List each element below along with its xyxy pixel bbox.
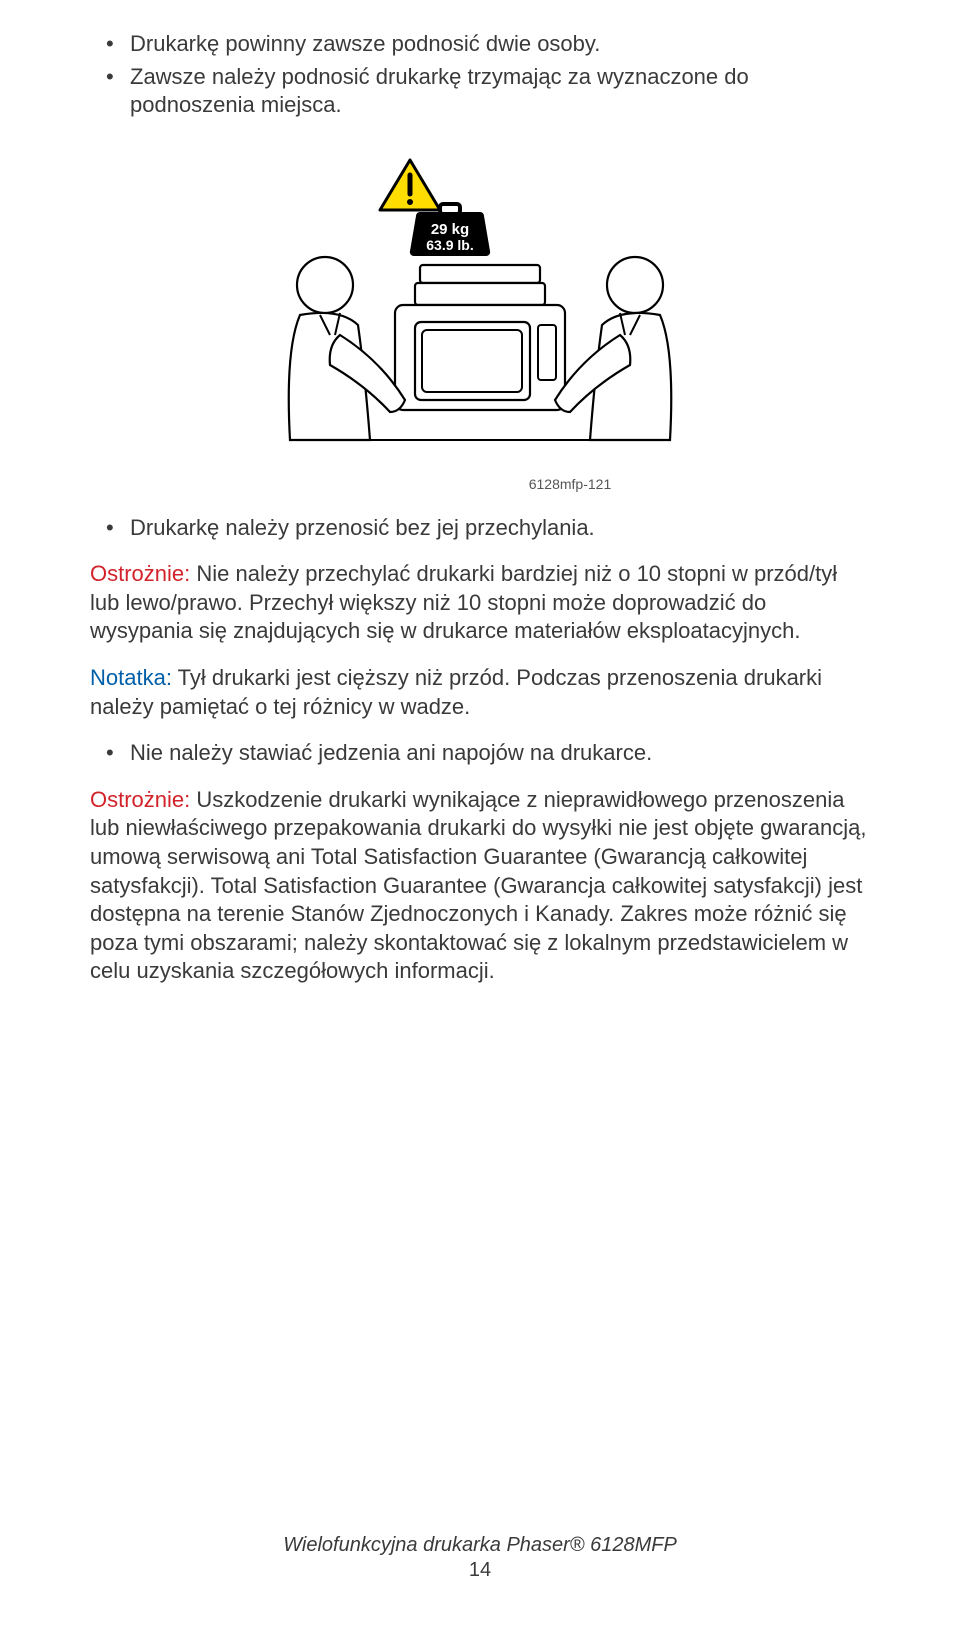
illustration-container: 29 kg 63.9 lb. [90,150,870,494]
caution-label: Ostrożnie: [90,561,190,586]
mid-bullet-list: Drukarkę należy przenosić bez jej przech… [90,514,870,543]
bullet-text: Zawsze należy podnosić drukarkę trzymają… [130,64,749,118]
person-left-icon [289,257,405,440]
two-person-lift-illustration: 29 kg 63.9 lb. [270,150,690,460]
page-number: 14 [0,1559,960,1582]
note-paragraph: Notatka: Tył drukarki jest cięższy niż p… [90,664,870,721]
warning-triangle-icon [380,160,440,210]
svg-text:63.9 lb.: 63.9 lb. [426,237,473,253]
svg-text:29 kg: 29 kg [431,221,469,238]
caution-label: Ostrożnie: [90,787,190,812]
bullet-text: Nie należy stawiać jedzenia ani napojów … [130,740,652,765]
person-right-icon [555,257,671,440]
bullet-item: Drukarkę powinny zawsze podnosić dwie os… [130,30,870,59]
caution-paragraph-1: Ostrożnie: Nie należy przechylać drukark… [90,560,870,646]
page-content: Drukarkę powinny zawsze podnosić dwie os… [90,30,870,986]
page-footer: Wielofunkcyjna drukarka Phaser® 6128MFP … [0,1534,960,1582]
bullet-item: Drukarkę należy przenosić bez jej przech… [130,514,870,543]
illustration-caption: 6128mfp-121 [270,475,870,493]
bullet-item: Nie należy stawiać jedzenia ani napojów … [130,739,870,768]
weight-icon: 29 kg 63.9 lb. [410,204,490,256]
bullet-item: Zawsze należy podnosić drukarkę trzymają… [130,63,870,120]
bullet-text: Drukarkę należy przenosić bez jej przech… [130,515,595,540]
printer-icon [395,265,565,410]
bullet-text: Drukarkę powinny zawsze podnosić dwie os… [130,31,600,56]
footer-title: Wielofunkcyjna drukarka Phaser® 6128MFP [283,1534,677,1556]
caution-text: Uszkodzenie drukarki wynikające z niepra… [90,787,867,984]
note-text: Tył drukarki jest cięższy niż przód. Pod… [90,665,822,719]
note-label: Notatka: [90,665,172,690]
top-bullet-list: Drukarkę powinny zawsze podnosić dwie os… [90,30,870,120]
food-bullet-list: Nie należy stawiać jedzenia ani napojów … [90,739,870,768]
caution-text: Nie należy przechylać drukarki bardziej … [90,561,837,643]
caution-paragraph-2: Ostrożnie: Uszkodzenie drukarki wynikają… [90,786,870,986]
